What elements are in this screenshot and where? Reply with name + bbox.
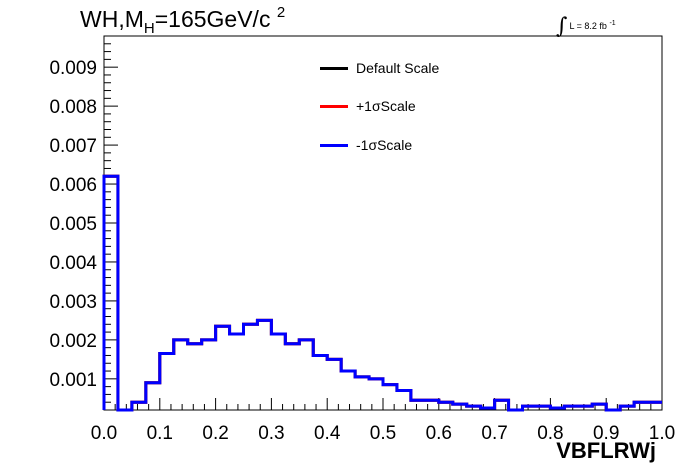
x-tick-label: 0.4 [314, 423, 341, 444]
legend-line-plus-sigma [320, 104, 348, 108]
x-tick-label: 0.6 [426, 423, 452, 444]
x-axis-label: VBFLRWj [556, 438, 656, 463]
y-tick-label: 0.008 [49, 97, 97, 118]
x-tick-label: 0.0 [91, 423, 117, 444]
x-tick-label: 0.9 [593, 423, 619, 444]
title-superscript: 2 [276, 4, 286, 21]
x-tick-label: 0.3 [258, 423, 284, 444]
y-tick-label: 0.006 [49, 175, 97, 196]
legend-item-plus-sigma: +1σScale [320, 96, 416, 116]
y-tick-label: 0.003 [49, 292, 97, 313]
series-line-2 [102, 174, 662, 412]
luminosity-label: ∫ L = 8.2 fb -1 [556, 10, 616, 39]
legend-line-default [320, 66, 348, 70]
x-tick-label: 0.8 [537, 423, 563, 444]
legend-line-minus-sigma [320, 143, 348, 147]
title-rest-text: =165GeV/c [154, 6, 271, 32]
y-tick-label: 0.007 [49, 136, 97, 157]
legend-label-default: Default Scale [356, 60, 440, 76]
legend-label-plus-sigma: +1σScale [356, 98, 416, 114]
chart-title: WH,MH=165GeV/c 2 [80, 4, 285, 37]
x-tick-label: 0.2 [202, 423, 228, 444]
y-tick-label: 0.004 [49, 253, 97, 274]
y-tick-label: 0.002 [49, 331, 97, 352]
x-tick-label: 1.0 [649, 423, 675, 444]
y-axis: 0.001 0.002 0.003 0.004 0.005 0.006 0.007 0.008… [49, 43, 118, 403]
title-subscript: H [143, 20, 155, 37]
legend-label-minus-sigma: -1σScale [356, 137, 413, 153]
y-tick-label: 0.005 [49, 214, 97, 235]
y-tick-label: 0.009 [49, 58, 97, 79]
title-main-text: WH,M [80, 6, 144, 32]
luminosity-text: L = 8.2 fb [569, 21, 607, 31]
legend-item-default: Default Scale [320, 58, 439, 78]
luminosity-exponent: -1 [609, 20, 616, 27]
x-tick-label: 0.7 [481, 423, 507, 444]
series-layer [102, 174, 662, 412]
y-tick-label: 0.001 [49, 370, 97, 391]
integral-icon: ∫ [556, 14, 568, 39]
series-line-0 [102, 174, 662, 412]
x-tick-label: 0.1 [147, 423, 173, 444]
legend-item-minus-sigma: -1σScale [320, 135, 412, 155]
series-line-1 [102, 174, 662, 412]
plot-frame [103, 35, 663, 411]
x-tick-label: 0.5 [370, 423, 396, 444]
